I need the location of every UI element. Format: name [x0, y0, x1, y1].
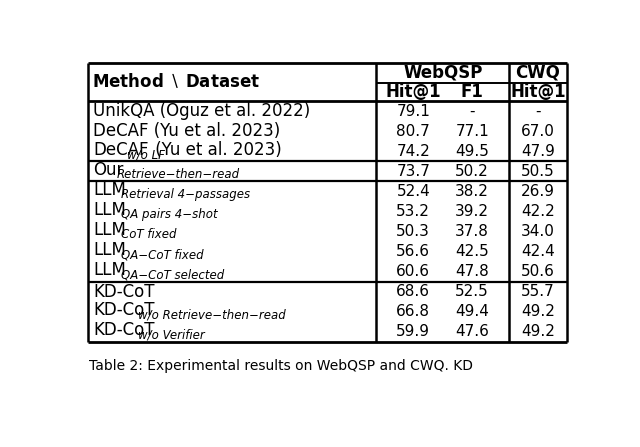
Text: CoT fixed: CoT fixed: [121, 228, 177, 241]
Text: 59.9: 59.9: [396, 324, 430, 339]
Text: 47.6: 47.6: [455, 324, 489, 339]
Text: 52.4: 52.4: [396, 184, 430, 199]
Text: KD-CoT: KD-CoT: [93, 283, 155, 300]
Text: 49.2: 49.2: [521, 304, 555, 319]
Text: 50.6: 50.6: [521, 264, 555, 279]
Text: 52.5: 52.5: [455, 284, 489, 299]
Text: DeCAF: DeCAF: [93, 141, 148, 159]
Text: w/o LF: w/o LF: [127, 148, 165, 161]
Text: 50.3: 50.3: [396, 224, 430, 239]
Text: WebQSP: WebQSP: [403, 64, 483, 82]
Text: 47.8: 47.8: [455, 264, 489, 279]
Text: 49.2: 49.2: [521, 324, 555, 339]
Text: 67.0: 67.0: [521, 124, 555, 139]
Text: 73.7: 73.7: [396, 164, 430, 179]
Text: F1: F1: [461, 83, 484, 101]
Text: 56.6: 56.6: [396, 244, 430, 259]
Text: QA−CoT selected: QA−CoT selected: [121, 268, 225, 281]
Text: -: -: [469, 104, 475, 119]
Text: LLM: LLM: [93, 241, 126, 259]
Text: UnikQA (Oguz et al. 2022): UnikQA (Oguz et al. 2022): [93, 102, 310, 120]
Text: Retrieve−then−read: Retrieve−then−read: [116, 168, 239, 181]
Text: 42.2: 42.2: [521, 204, 555, 219]
Text: 42.4: 42.4: [521, 244, 555, 259]
Text: 66.8: 66.8: [396, 304, 430, 319]
Text: 74.2: 74.2: [396, 144, 430, 159]
Text: Our: Our: [93, 161, 124, 179]
Text: 60.6: 60.6: [396, 264, 430, 279]
Text: LLM: LLM: [93, 261, 126, 279]
Text: 34.0: 34.0: [521, 224, 555, 239]
Text: DeCAF (Yu et al. 2023): DeCAF (Yu et al. 2023): [93, 122, 280, 140]
Text: QA pairs 4−shot: QA pairs 4−shot: [121, 208, 218, 221]
Text: CWQ: CWQ: [516, 64, 561, 82]
Text: KD-CoT: KD-CoT: [93, 321, 155, 339]
Text: 50.2: 50.2: [455, 164, 489, 179]
Text: KD-CoT: KD-CoT: [93, 301, 155, 320]
Text: 47.9: 47.9: [521, 144, 555, 159]
Text: 53.2: 53.2: [396, 204, 430, 219]
Text: 77.1: 77.1: [455, 124, 489, 139]
Text: 80.7: 80.7: [396, 124, 430, 139]
Text: LLM: LLM: [93, 181, 126, 199]
Text: Method $\setminus$ Dataset: Method $\setminus$ Dataset: [92, 73, 260, 92]
Text: w/o Retrieve−then−read: w/o Retrieve−then−read: [138, 308, 286, 321]
Text: Hit@1: Hit@1: [510, 83, 566, 101]
Text: Retrieval 4−passages: Retrieval 4−passages: [121, 188, 250, 201]
Text: 79.1: 79.1: [396, 104, 430, 119]
Text: QA−CoT fixed: QA−CoT fixed: [121, 248, 204, 261]
Text: 26.9: 26.9: [521, 184, 555, 199]
Text: Table 2: Experimental results on WebQSP and CWQ. KD: Table 2: Experimental results on WebQSP …: [90, 358, 474, 372]
Text: 39.2: 39.2: [455, 204, 489, 219]
Text: Hit@1: Hit@1: [385, 83, 441, 101]
Text: LLM: LLM: [93, 201, 126, 219]
Text: 38.2: 38.2: [455, 184, 489, 199]
Text: -: -: [535, 104, 541, 119]
Text: 49.4: 49.4: [455, 304, 489, 319]
Text: 55.7: 55.7: [521, 284, 555, 299]
Text: 49.5: 49.5: [455, 144, 489, 159]
Text: (Yu et al. 2023): (Yu et al. 2023): [150, 141, 282, 159]
Text: LLM: LLM: [93, 221, 126, 239]
Text: 42.5: 42.5: [455, 244, 489, 259]
Text: 37.8: 37.8: [455, 224, 489, 239]
Text: 68.6: 68.6: [396, 284, 430, 299]
Text: 50.5: 50.5: [521, 164, 555, 179]
Text: w/o Verifier: w/o Verifier: [138, 328, 205, 341]
